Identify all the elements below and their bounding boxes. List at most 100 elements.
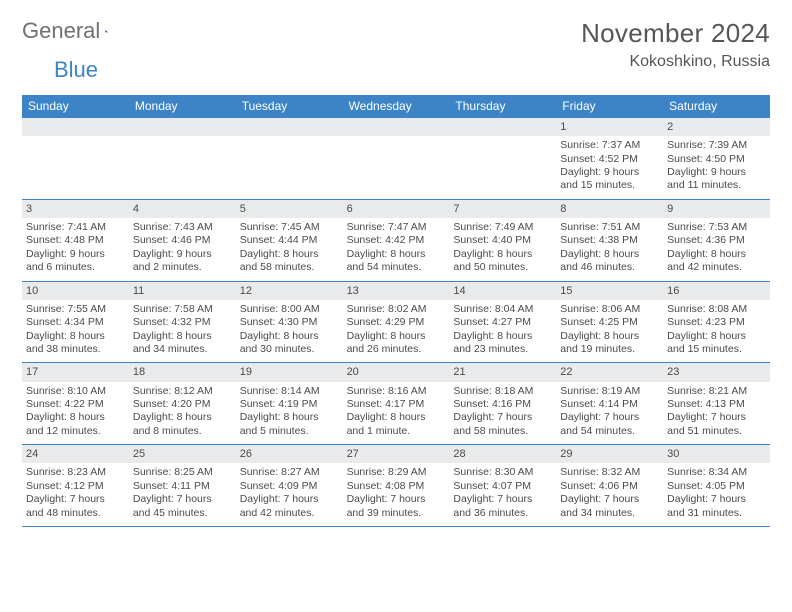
cell-sunrise: Sunrise: 8:00 AM [240, 303, 339, 316]
cell-sunset: Sunset: 4:30 PM [240, 316, 339, 329]
cell-daylight: Daylight: 8 hours and 54 minutes. [347, 248, 446, 275]
cell-date: 3 [22, 200, 129, 218]
calendar-cell: 28Sunrise: 8:30 AMSunset: 4:07 PMDayligh… [449, 445, 556, 526]
cell-daylight: Daylight: 8 hours and 1 minute. [347, 411, 446, 438]
calendar-cell: 12 Sunrise: 8:00 AMSunset: 4:30 PMDayligh… [236, 282, 343, 363]
cell-sunrise: Sunrise: 8:25 AM [133, 466, 232, 479]
cell-daylight: Daylight: 9 hours and 15 minutes. [560, 166, 659, 193]
cell-date: 13 [343, 282, 450, 300]
calendar-cell: 26Sunrise: 8:27 AMSunset: 4:09 PMDayligh… [236, 445, 343, 526]
cell-date: 30 [663, 445, 770, 463]
cell-daylight: Daylight: 7 hours and 48 minutes. [26, 493, 125, 520]
cell-date: 16 [663, 282, 770, 300]
calendar-cell [236, 118, 343, 199]
cell-daylight: Daylight: 8 hours and 50 minutes. [453, 248, 552, 275]
cell-date: 18 [129, 363, 236, 381]
cell-sunset: Sunset: 4:22 PM [26, 398, 125, 411]
cell-sunrise: Sunrise: 8:04 AM [453, 303, 552, 316]
cell-daylight: Daylight: 7 hours and 51 minutes. [667, 411, 766, 438]
cell-sunset: Sunset: 4:44 PM [240, 234, 339, 247]
cell-sunset: Sunset: 4:29 PM [347, 316, 446, 329]
cell-sunrise: Sunrise: 8:30 AM [453, 466, 552, 479]
cell-date: 27 [343, 445, 450, 463]
cell-daylight: Daylight: 9 hours and 2 minutes. [133, 248, 232, 275]
cell-sunrise: Sunrise: 8:29 AM [347, 466, 446, 479]
calendar-cell: 7Sunrise: 7:49 AMSunset: 4:40 PMDaylight… [449, 200, 556, 281]
cell-daylight: Daylight: 8 hours and 42 minutes. [667, 248, 766, 275]
cell-sunrise: Sunrise: 7:49 AM [453, 221, 552, 234]
cell-sunrise: Sunrise: 7:47 AM [347, 221, 446, 234]
cell-sunset: Sunset: 4:19 PM [240, 398, 339, 411]
cell-sunset: Sunset: 4:13 PM [667, 398, 766, 411]
cell-daylight: Daylight: 8 hours and 15 minutes. [667, 330, 766, 357]
cell-sunset: Sunset: 4:05 PM [667, 480, 766, 493]
brand-logo: General [22, 18, 129, 44]
cell-date: 8 [556, 200, 663, 218]
cell-sunset: Sunset: 4:27 PM [453, 316, 552, 329]
cell-sunset: Sunset: 4:32 PM [133, 316, 232, 329]
calendar-cell: 20Sunrise: 8:16 AMSunset: 4:17 PMDayligh… [343, 363, 450, 444]
cell-sunrise: Sunrise: 7:39 AM [667, 139, 766, 152]
cell-date [129, 118, 236, 136]
cell-date: 24 [22, 445, 129, 463]
calendar-cell: 21Sunrise: 8:18 AMSunset: 4:16 PMDayligh… [449, 363, 556, 444]
cell-sunrise: Sunrise: 8:23 AM [26, 466, 125, 479]
calendar-cell: 25Sunrise: 8:25 AMSunset: 4:11 PMDayligh… [129, 445, 236, 526]
cell-sunrise: Sunrise: 7:58 AM [133, 303, 232, 316]
cell-date: 12 [236, 282, 343, 300]
cell-daylight: Daylight: 7 hours and 42 minutes. [240, 493, 339, 520]
cell-daylight: Daylight: 7 hours and 58 minutes. [453, 411, 552, 438]
cell-sunset: Sunset: 4:09 PM [240, 480, 339, 493]
calendar-week: 24Sunrise: 8:23 AMSunset: 4:12 PMDayligh… [22, 445, 770, 527]
weeks-container: 1Sunrise: 7:37 AMSunset: 4:52 PMDaylight… [22, 118, 770, 527]
day-header: Monday [129, 95, 236, 118]
location-label: Kokoshkino, Russia [581, 53, 770, 71]
calendar-cell: 30Sunrise: 8:34 AMSunset: 4:05 PMDayligh… [663, 445, 770, 526]
month-title: November 2024 [581, 18, 770, 49]
calendar-page: General November 2024 Kokoshkino, Russia… [0, 0, 792, 527]
cell-sunrise: Sunrise: 7:43 AM [133, 221, 232, 234]
cell-sunset: Sunset: 4:38 PM [560, 234, 659, 247]
cell-sunrise: Sunrise: 8:14 AM [240, 385, 339, 398]
cell-sunset: Sunset: 4:08 PM [347, 480, 446, 493]
day-headers: Sunday Monday Tuesday Wednesday Thursday… [22, 95, 770, 118]
cell-sunrise: Sunrise: 8:12 AM [133, 385, 232, 398]
calendar-week: 17Sunrise: 8:10 AMSunset: 4:22 PMDayligh… [22, 363, 770, 445]
calendar-cell: 2Sunrise: 7:39 AMSunset: 4:50 PMDaylight… [663, 118, 770, 199]
cell-sunrise: Sunrise: 8:08 AM [667, 303, 766, 316]
calendar-cell: 8Sunrise: 7:51 AMSunset: 4:38 PMDaylight… [556, 200, 663, 281]
cell-daylight: Daylight: 8 hours and 26 minutes. [347, 330, 446, 357]
cell-sunset: Sunset: 4:48 PM [26, 234, 125, 247]
cell-daylight: Daylight: 8 hours and 30 minutes. [240, 330, 339, 357]
calendar-cell: 5Sunrise: 7:45 AMSunset: 4:44 PMDaylight… [236, 200, 343, 281]
cell-sunset: Sunset: 4:52 PM [560, 153, 659, 166]
cell-date: 28 [449, 445, 556, 463]
calendar-week: 3Sunrise: 7:41 AMSunset: 4:48 PMDaylight… [22, 200, 770, 282]
cell-sunset: Sunset: 4:50 PM [667, 153, 766, 166]
cell-sunset: Sunset: 4:14 PM [560, 398, 659, 411]
calendar-cell: 22Sunrise: 8:19 AMSunset: 4:14 PMDayligh… [556, 363, 663, 444]
cell-date: 6 [343, 200, 450, 218]
cell-date: 23 [663, 363, 770, 381]
cell-daylight: Daylight: 9 hours and 6 minutes. [26, 248, 125, 275]
cell-daylight: Daylight: 7 hours and 45 minutes. [133, 493, 232, 520]
cell-daylight: Daylight: 7 hours and 31 minutes. [667, 493, 766, 520]
cell-sunset: Sunset: 4:16 PM [453, 398, 552, 411]
cell-sunrise: Sunrise: 8:16 AM [347, 385, 446, 398]
cell-daylight: Daylight: 8 hours and 23 minutes. [453, 330, 552, 357]
cell-sunrise: Sunrise: 7:41 AM [26, 221, 125, 234]
cell-sunrise: Sunrise: 8:19 AM [560, 385, 659, 398]
calendar-cell: 15Sunrise: 8:06 AMSunset: 4:25 PMDayligh… [556, 282, 663, 363]
cell-sunset: Sunset: 4:20 PM [133, 398, 232, 411]
title-block: November 2024 Kokoshkino, Russia [581, 18, 770, 71]
cell-daylight: Daylight: 7 hours and 34 minutes. [560, 493, 659, 520]
calendar-cell: 17Sunrise: 8:10 AMSunset: 4:22 PMDayligh… [22, 363, 129, 444]
cell-date: 5 [236, 200, 343, 218]
cell-date: 25 [129, 445, 236, 463]
cell-sunrise: Sunrise: 7:45 AM [240, 221, 339, 234]
calendar-week: 10Sunrise: 7:55 AMSunset: 4:34 PMDayligh… [22, 282, 770, 364]
cell-date: 14 [449, 282, 556, 300]
cell-date: 7 [449, 200, 556, 218]
calendar-cell: 16Sunrise: 8:08 AMSunset: 4:23 PMDayligh… [663, 282, 770, 363]
cell-date [449, 118, 556, 136]
